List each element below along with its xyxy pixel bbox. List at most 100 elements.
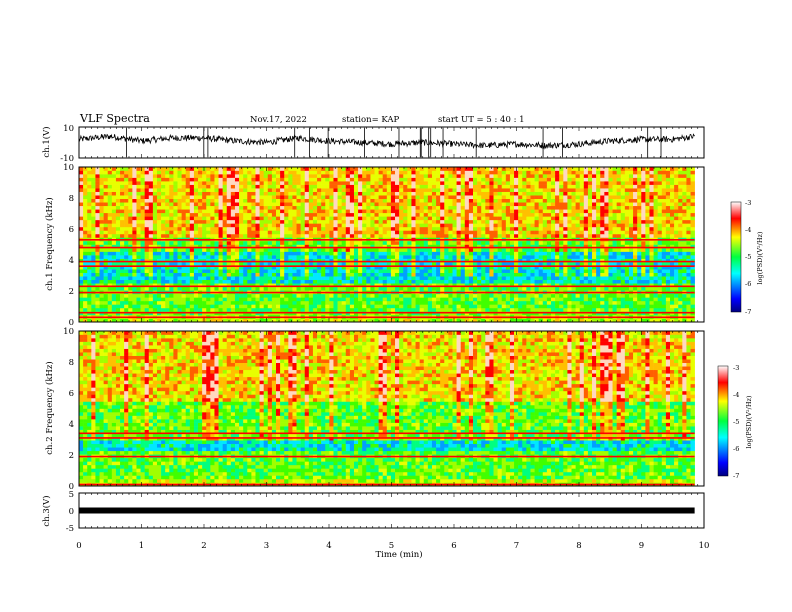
ch1-spectrogram-cell [563, 226, 568, 231]
ch1-spectrogram-cell [152, 286, 158, 291]
station-label: station= KAP [342, 115, 400, 125]
ch1-spectrogram-cell [682, 226, 687, 231]
ch1-spectrogram-cell [366, 265, 371, 270]
ch1-spectrogram-cell [173, 300, 178, 305]
ch1-spectrogram-cell [362, 240, 367, 245]
ch1-spectrogram-cell [419, 276, 425, 281]
ch1-spectrogram-cell [489, 300, 494, 305]
ch1-spectrogram-cell [169, 276, 174, 281]
ch1-spectrogram-cell [448, 209, 453, 214]
ch1-spectrogram-cell [534, 209, 539, 214]
ch1-spectrogram-cell [325, 258, 330, 263]
ch1-spectrogram-cell [329, 304, 334, 309]
ch1-spectrogram-cell [653, 216, 658, 221]
ch1-spectrogram-cell [185, 251, 191, 256]
ch1-spectrogram-cell [583, 240, 589, 245]
ch1-spectrogram-cell [218, 251, 223, 256]
ch1-spectrogram-cell [386, 300, 392, 305]
ch1-spectrogram-cell [345, 209, 351, 214]
ch1-spectrogram-cell [169, 240, 174, 245]
ch1-spectrogram-cell [267, 297, 273, 302]
ch1-spectrogram-cell [181, 251, 186, 256]
ch1-spectrogram-cell [169, 300, 174, 305]
ch1-spectrogram-cell [317, 318, 322, 323]
ch1-spectrogram-cell [509, 293, 515, 298]
ch1-spectrogram-cell [181, 269, 186, 273]
ch1-spectrogram-cell [423, 304, 429, 309]
ch1-spectrogram-cell [353, 272, 359, 277]
ch1-spectrogram-cell [255, 219, 260, 224]
ch1-spectrogram-cell [493, 269, 498, 273]
ch1-spectrogram-cell [678, 230, 683, 235]
ch1-spectrogram-cell [259, 223, 264, 228]
ch1-spectrogram-cell [436, 276, 441, 281]
ch1-spectrogram-cell [284, 230, 289, 235]
ch1-spectrogram-cell [645, 283, 650, 288]
ch1-spectrogram-cell [501, 219, 507, 224]
ch1-spectrogram-cell [583, 251, 589, 256]
ch1-spectrogram-cell [210, 300, 215, 305]
ch1-spectrogram-cell [637, 209, 642, 214]
ch1-spectrogram-cell [198, 219, 203, 224]
ch1-spectrogram-cell [382, 269, 388, 273]
ch1-spectrogram-cell [538, 283, 544, 288]
ch1-spectrogram-cell [661, 230, 667, 235]
ch1-spectrogram-cell [575, 286, 580, 291]
ch1-spectrogram-cell [633, 272, 638, 277]
ch1-spectrogram-cell [103, 279, 109, 284]
ch1-spectrogram-cell [267, 219, 273, 224]
ch1-spectrogram-cell [132, 202, 137, 207]
ch1-spectrogram-cell [509, 212, 515, 217]
ch1-spectrogram-cell [222, 251, 228, 256]
ch1-spectrogram-cell [288, 297, 293, 302]
ch1-spectrogram-cell [415, 283, 420, 288]
ch1-spectrogram-cell [436, 244, 441, 249]
ch1-spectrogram-cell [485, 251, 490, 256]
ch1-spectrogram-cell [239, 216, 244, 221]
ch1-ytick-top: 10 [63, 124, 74, 134]
ch1-spectrogram-cell [649, 244, 654, 249]
ch1-spectrogram-cell [181, 276, 186, 281]
ch1-spectrogram-cell [526, 226, 531, 231]
ch1-spectrogram-cell [563, 276, 568, 281]
ch1-spectrogram-cell [226, 209, 232, 214]
ch1-spectrogram-cell [234, 286, 240, 291]
ch1-spectrogram-cell [362, 276, 367, 281]
ch1-spectrogram-cell [107, 293, 113, 298]
ch1-spectrogram-cell [251, 286, 256, 291]
ch1-spectrogram-cell [534, 283, 539, 288]
ch1-spectrogram-cell [95, 248, 100, 252]
ch1-spectrogram-cell [226, 258, 232, 263]
ch1-spectrogram-cell [321, 209, 326, 214]
ch1-spectrogram-cell [255, 307, 260, 312]
ch1-spectrogram-cell [649, 255, 654, 259]
ch1-spectrogram-cell [99, 297, 104, 302]
ch1-spectrogram-cell [161, 251, 166, 256]
ch1-spectrogram-cell [173, 212, 178, 217]
ch1-spectrogram-cell [456, 255, 461, 259]
ch1-spectrogram-cell [358, 251, 363, 256]
ch1-spectrogram-cell [427, 286, 433, 291]
ch1-spectrogram-cell [284, 205, 289, 210]
ch1-spectrogram-cell [645, 251, 650, 256]
ch1-spectrogram-cell [276, 318, 281, 323]
ch1-spectrogram-cell [140, 300, 145, 305]
ch1-spectrogram-cell [304, 212, 310, 217]
ch1-spectrogram-cell [571, 304, 576, 309]
ch1-spectrogram-cell [423, 205, 429, 210]
ch1-spectrogram-cell [247, 233, 252, 238]
ch1-spectrogram-cell [173, 307, 178, 312]
ch1-spectrogram-cell [682, 279, 687, 284]
ch1-spectrogram-cell [202, 251, 207, 256]
ch1-spectrogram-cell [349, 216, 355, 221]
ch1-spectrogram-cell [682, 233, 687, 238]
ch1-spectrogram-cell [628, 230, 634, 235]
ch1-spectrogram-cell [423, 276, 429, 281]
ch1-spectrogram-cell [674, 223, 679, 228]
ch1-spectrogram-cell [477, 212, 482, 217]
ch1-spectrogram-cell [649, 286, 654, 291]
ch1-spectrogram-cell [243, 240, 248, 245]
ch1-spectrogram-cell [452, 318, 457, 323]
ch1-spectrogram-cell [321, 212, 326, 217]
ch1-spectrogram-cell [608, 219, 613, 224]
